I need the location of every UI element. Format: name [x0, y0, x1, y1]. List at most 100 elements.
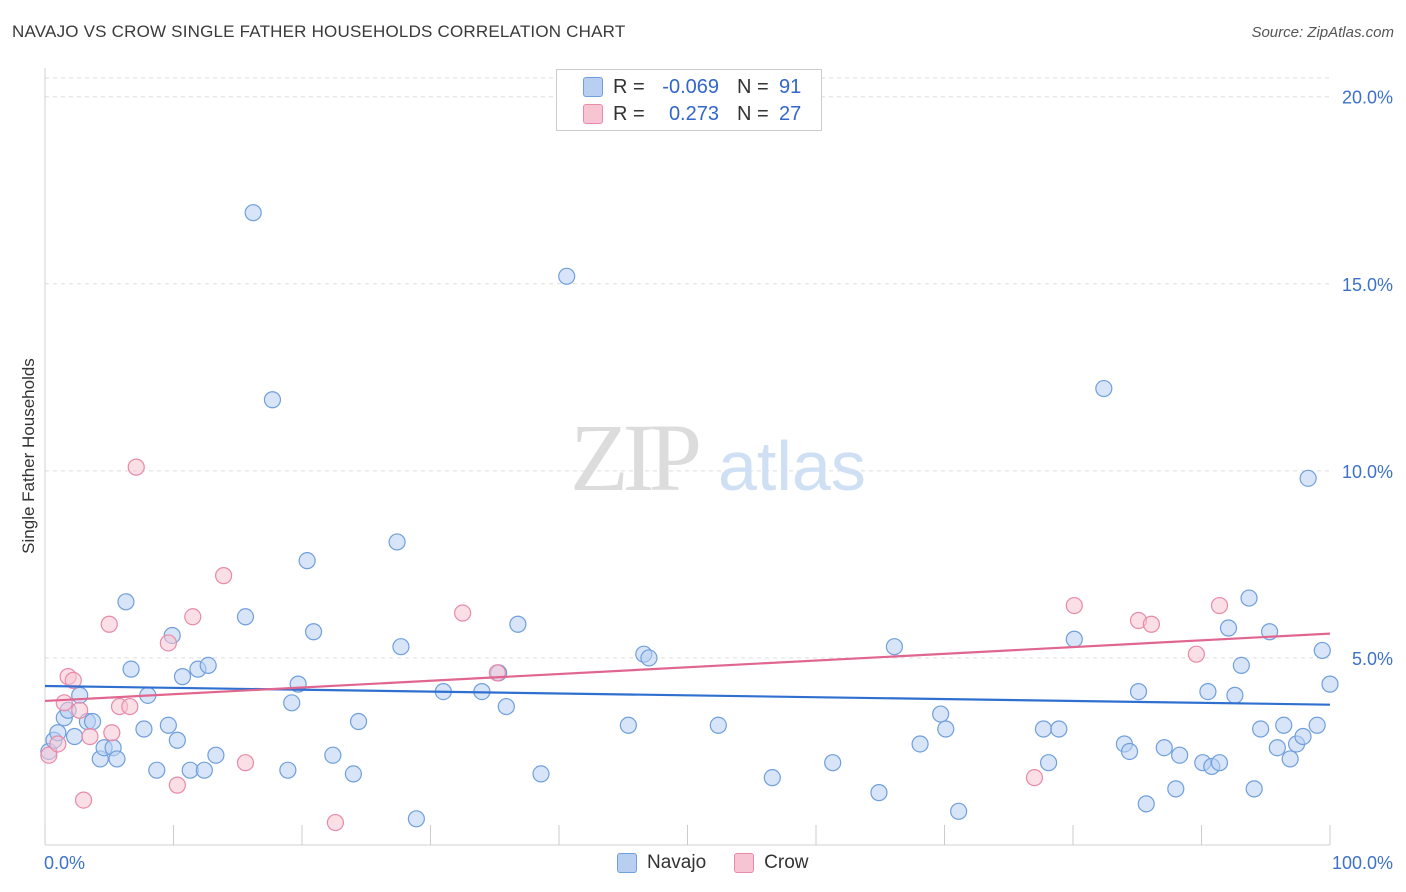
crow-point	[184, 608, 202, 626]
navajo-n-value: 91	[779, 75, 802, 98]
y-tick-label: 10.0%	[1342, 462, 1393, 482]
navajo-point	[509, 615, 527, 633]
navajo-point	[911, 735, 929, 753]
navajo-point	[263, 391, 282, 409]
crow-point	[1187, 645, 1205, 663]
navajo-point	[1313, 641, 1331, 660]
navajo-point	[168, 731, 186, 749]
series-legend: Navajo Crow	[617, 852, 837, 874]
navajo-point	[1155, 739, 1173, 757]
navajo-point	[824, 754, 842, 772]
navajo-point	[1065, 630, 1083, 648]
watermark: ZIP atlas	[570, 404, 866, 511]
x-tick-label: 0.0%	[44, 853, 85, 873]
navajo-point	[1095, 379, 1113, 398]
crow-point	[326, 813, 345, 832]
navajo-point	[709, 716, 727, 734]
navajo-point	[71, 686, 89, 704]
y-tick-label: 15.0%	[1342, 275, 1393, 295]
navajo-point	[1050, 720, 1068, 738]
navajo-point	[1120, 742, 1139, 761]
navajo-legend-label: Navajo	[647, 852, 707, 873]
navajo-point	[324, 746, 342, 764]
navajo-n-label: N =	[737, 75, 769, 98]
navajo-point	[763, 769, 781, 787]
y-tick-label: 20.0%	[1342, 88, 1393, 108]
navajo-point	[1171, 746, 1189, 764]
navajo-point	[283, 694, 301, 712]
crow-r-value: 0.273	[668, 102, 719, 125]
navajo-legend-swatch	[617, 853, 637, 873]
navajo-point	[65, 727, 84, 746]
navajo-point	[199, 656, 217, 675]
crow-point	[454, 604, 472, 622]
watermark-atlas: atlas	[718, 427, 866, 505]
x-tick-label: 100.0%	[1332, 853, 1393, 873]
crow-point	[236, 754, 255, 772]
crow-point	[49, 735, 67, 753]
crow-point	[40, 746, 58, 764]
navajo-point	[1039, 754, 1058, 772]
navajo-point	[1034, 720, 1053, 738]
crow-point	[127, 458, 145, 476]
navajo-point	[1219, 619, 1238, 637]
navajo-point	[159, 716, 177, 734]
crow-point	[1142, 615, 1160, 633]
navajo-point	[1268, 739, 1286, 757]
navajo-point	[244, 204, 262, 222]
navajo-point	[870, 784, 888, 802]
navajo-point	[1210, 754, 1229, 772]
navajo-point	[1167, 780, 1185, 798]
legend-item-crow[interactable]: Crow	[734, 852, 809, 874]
navajo-point	[148, 761, 166, 779]
crow-point	[121, 697, 139, 716]
navajo-point	[392, 638, 410, 656]
navajo-point	[279, 761, 297, 779]
navajo-point	[1321, 675, 1339, 693]
navajo-point	[304, 623, 323, 641]
navajo-point	[950, 802, 968, 820]
navajo-point	[195, 761, 213, 779]
navajo-point	[1299, 469, 1317, 487]
legend-item-navajo[interactable]: Navajo	[617, 852, 706, 874]
navajo-point	[122, 660, 140, 678]
legend-row-navajo: R = -0.069 N = 91	[583, 74, 801, 100]
navajo-point	[932, 705, 950, 723]
stats-legend: R = -0.069 N = 91 R = 0.273 N = 27	[556, 69, 822, 131]
navajo-point	[1252, 720, 1270, 738]
crow-point	[71, 701, 89, 719]
navajo-point	[298, 552, 316, 570]
crow-n-value: 27	[779, 102, 802, 125]
navajo-point	[388, 533, 406, 551]
watermark-zip: ZIP	[570, 404, 699, 511]
crow-legend-label: Crow	[764, 852, 809, 873]
navajo-point	[532, 765, 550, 783]
navajo-point	[1275, 716, 1293, 734]
navajo-point	[1232, 656, 1250, 675]
crow-point	[64, 671, 82, 689]
crow-point	[1210, 596, 1229, 615]
navajo-point	[349, 712, 368, 731]
crow-point	[81, 727, 99, 746]
navajo-point	[173, 668, 192, 686]
navajo-point	[117, 593, 135, 611]
crow-trend-line	[44, 632, 1331, 703]
crow-point	[168, 776, 186, 794]
navajo-point	[236, 608, 255, 626]
navajo-point	[1137, 795, 1155, 813]
navajo-swatch	[583, 77, 603, 97]
chart-title: NAVAJO VS CROW SINGLE FATHER HOUSEHOLDS …	[12, 22, 626, 41]
navajo-point	[1281, 750, 1299, 768]
crow-r-label: R =	[613, 102, 645, 125]
crow-point	[1025, 769, 1044, 787]
navajo-r-value: -0.069	[662, 75, 719, 98]
chart-source: Source: ZipAtlas.com	[1251, 24, 1394, 41]
crow-point	[1065, 596, 1083, 615]
crow-swatch	[583, 104, 603, 124]
navajo-point	[1129, 682, 1148, 701]
navajo-point	[1226, 686, 1244, 704]
navajo-point	[885, 638, 903, 656]
navajo-point	[83, 712, 102, 731]
navajo-point	[1199, 682, 1217, 701]
crow-point	[215, 567, 233, 585]
